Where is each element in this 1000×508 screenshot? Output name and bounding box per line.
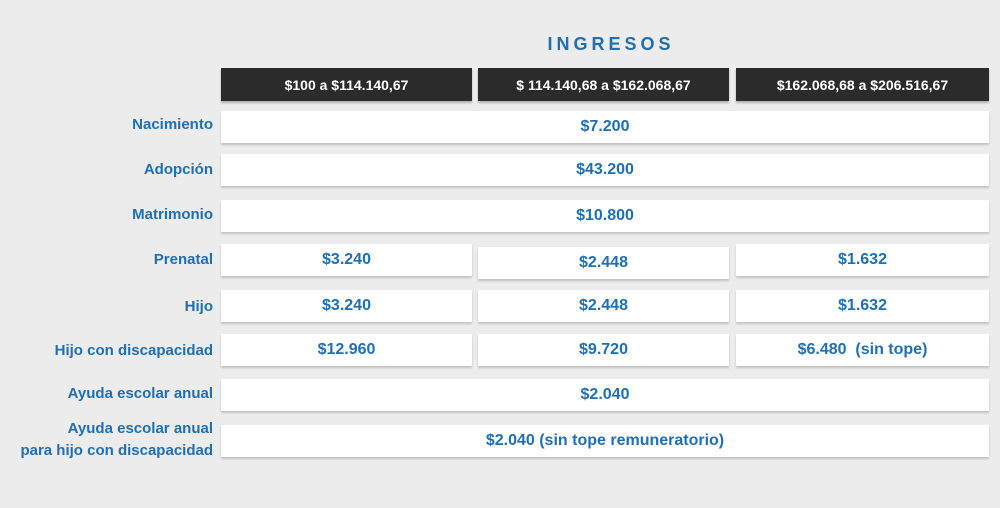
row-label-line-2: para hijo con discapacidad bbox=[20, 442, 213, 459]
row-label-ayuda-escolar-discapacidad: Ayuda escolar anual para hijo con discap… bbox=[20, 418, 213, 462]
cell-prenatal-2: $2.448 bbox=[478, 247, 729, 279]
cell-ayuda-escolar-discapacidad: $2.040 (sin tope remuneratorio) bbox=[221, 425, 989, 457]
row-label-matrimonio: Matrimonio bbox=[132, 206, 213, 223]
cell-hijo-discapacidad-1: $12.960 bbox=[221, 334, 472, 366]
cell-hijo-2: $2.448 bbox=[478, 290, 729, 322]
cell-prenatal-3: $1.632 bbox=[736, 244, 989, 276]
table-title: INGRESOS bbox=[547, 34, 675, 54]
row-label-nacimiento: Nacimiento bbox=[132, 116, 213, 133]
cell-hijo-3: $1.632 bbox=[736, 290, 989, 322]
cell-hijo-discapacidad-2: $9.720 bbox=[478, 334, 729, 366]
row-label-hijo-discapacidad: Hijo con discapacidad bbox=[54, 342, 213, 359]
header-bracket-2: $ 114.140,68 a $162.068,67 bbox=[478, 68, 729, 101]
row-label-ayuda-escolar: Ayuda escolar anual bbox=[67, 385, 213, 402]
cell-prenatal-1: $3.240 bbox=[221, 244, 472, 276]
row-label-hijo: Hijo bbox=[184, 298, 213, 315]
header-bracket-3: $162.068,68 a $206.516,67 bbox=[736, 68, 989, 101]
row-label-line-1: Ayuda escolar anual bbox=[67, 420, 213, 437]
cell-hijo-1: $3.240 bbox=[221, 290, 472, 322]
row-label-adopcion: Adopción bbox=[143, 161, 213, 178]
row-label-prenatal: Prenatal bbox=[153, 251, 213, 268]
cell-ayuda-escolar: $2.040 bbox=[221, 379, 989, 411]
cell-matrimonio: $10.800 bbox=[221, 200, 989, 232]
cell-nacimiento: $7.200 bbox=[221, 111, 989, 143]
header-bracket-1: $100 a $114.140,67 bbox=[221, 68, 472, 101]
cell-hijo-discapacidad-3: $6.480 (sin tope) bbox=[736, 334, 989, 366]
cell-adopcion: $43.200 bbox=[221, 154, 989, 186]
